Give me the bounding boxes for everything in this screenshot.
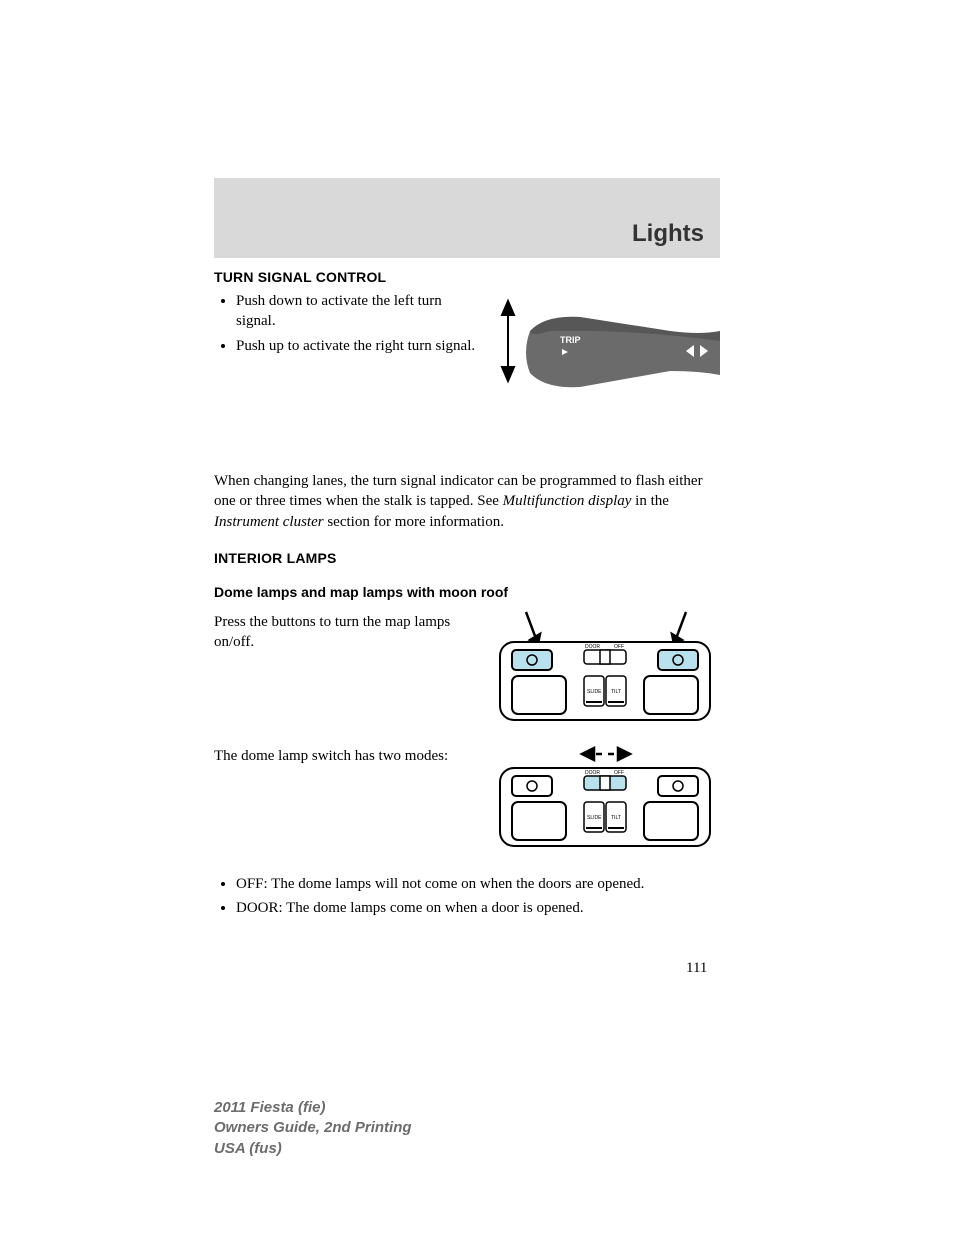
footer-line-1: 2011 Fiesta (fie) — [214, 1098, 412, 1118]
label-door: DOOR — [585, 644, 600, 650]
dome-modes-bullets: OFF: The dome lamps will not come on whe… — [214, 874, 720, 919]
figure-turn-signal-stalk: TRIP — [490, 291, 720, 411]
console-svg-2: DOOR OFF SLIDE TILT — [490, 740, 720, 860]
list-item: DOOR: The dome lamps come on when a door… — [236, 898, 720, 918]
text-span: in the — [635, 493, 669, 509]
page-number: 111 — [686, 960, 707, 977]
row-turn-signal: Push down to activate the left turn sign… — [214, 291, 720, 411]
page-content: TURN SIGNAL CONTROL Push down to activat… — [214, 265, 720, 922]
chapter-title: Lights — [632, 220, 704, 248]
row-dome-switch: The dome lamp switch has two modes: — [214, 740, 720, 860]
updown-arrow-icon — [502, 301, 514, 381]
footer-line-2: Owners Guide, 2nd Printing — [214, 1118, 412, 1138]
figure-console-switch: DOOR OFF SLIDE TILT — [490, 740, 720, 860]
list-item: Push down to activate the left turn sign… — [236, 291, 478, 332]
footer-line-3: USA (fus) — [214, 1139, 412, 1159]
text-span: section for more information. — [327, 514, 504, 530]
stalk-trip-label: TRIP — [560, 335, 581, 345]
text-italic: Multifunction display — [503, 493, 632, 509]
map-lamps-text: Press the buttons to turn the map lamps … — [214, 606, 478, 659]
map-lamp-right-button — [658, 650, 698, 670]
heading-interior-lamps: INTERIOR LAMPS — [214, 550, 720, 566]
row-map-lamps: Press the buttons to turn the map lamps … — [214, 606, 720, 726]
label-slide: SLIDE — [587, 815, 602, 821]
label-door: DOOR — [585, 770, 600, 776]
label-slide: SLIDE — [587, 689, 602, 695]
subheading-dome-map: Dome lamps and map lamps with moon roof — [214, 584, 720, 600]
footer-usa-bold: USA — [214, 1140, 245, 1157]
turn-signal-text-col: Push down to activate the left turn sign… — [214, 291, 478, 360]
text-italic: Instrument cluster — [214, 514, 324, 530]
heading-turn-signal: TURN SIGNAL CONTROL — [214, 269, 720, 285]
label-off: OFF — [614, 770, 624, 776]
chapter-header: Lights — [214, 178, 720, 258]
list-item: Push up to activate the right turn signa… — [236, 336, 478, 356]
dome-switch-intro: The dome lamp switch has two modes: — [214, 746, 478, 766]
stalk-svg: TRIP — [490, 291, 720, 411]
lane-change-paragraph: When changing lanes, the turn signal ind… — [214, 471, 720, 532]
list-item: OFF: The dome lamps will not come on whe… — [236, 874, 720, 894]
footer-usa-tail: (fus) — [245, 1140, 282, 1157]
map-lamp-left-button — [512, 650, 552, 670]
label-tilt: TILT — [611, 689, 621, 695]
footer-model-bold: 2011 Fiesta — [214, 1099, 294, 1116]
map-lamps-intro: Press the buttons to turn the map lamps … — [214, 612, 478, 653]
label-off: OFF — [614, 644, 624, 650]
dome-switch-text: The dome lamp switch has two modes: — [214, 740, 478, 772]
footer-model-tail: (fie) — [294, 1099, 326, 1116]
label-tilt: TILT — [611, 815, 621, 821]
leftright-arrow-icon — [582, 748, 630, 760]
page-footer: 2011 Fiesta (fie) Owners Guide, 2nd Prin… — [214, 1098, 412, 1159]
turn-signal-bullets: Push down to activate the left turn sign… — [214, 291, 478, 356]
console-svg-1: DOOR OFF SLIDE TILT — [490, 606, 720, 726]
figure-console-map: DOOR OFF SLIDE TILT — [490, 606, 720, 726]
